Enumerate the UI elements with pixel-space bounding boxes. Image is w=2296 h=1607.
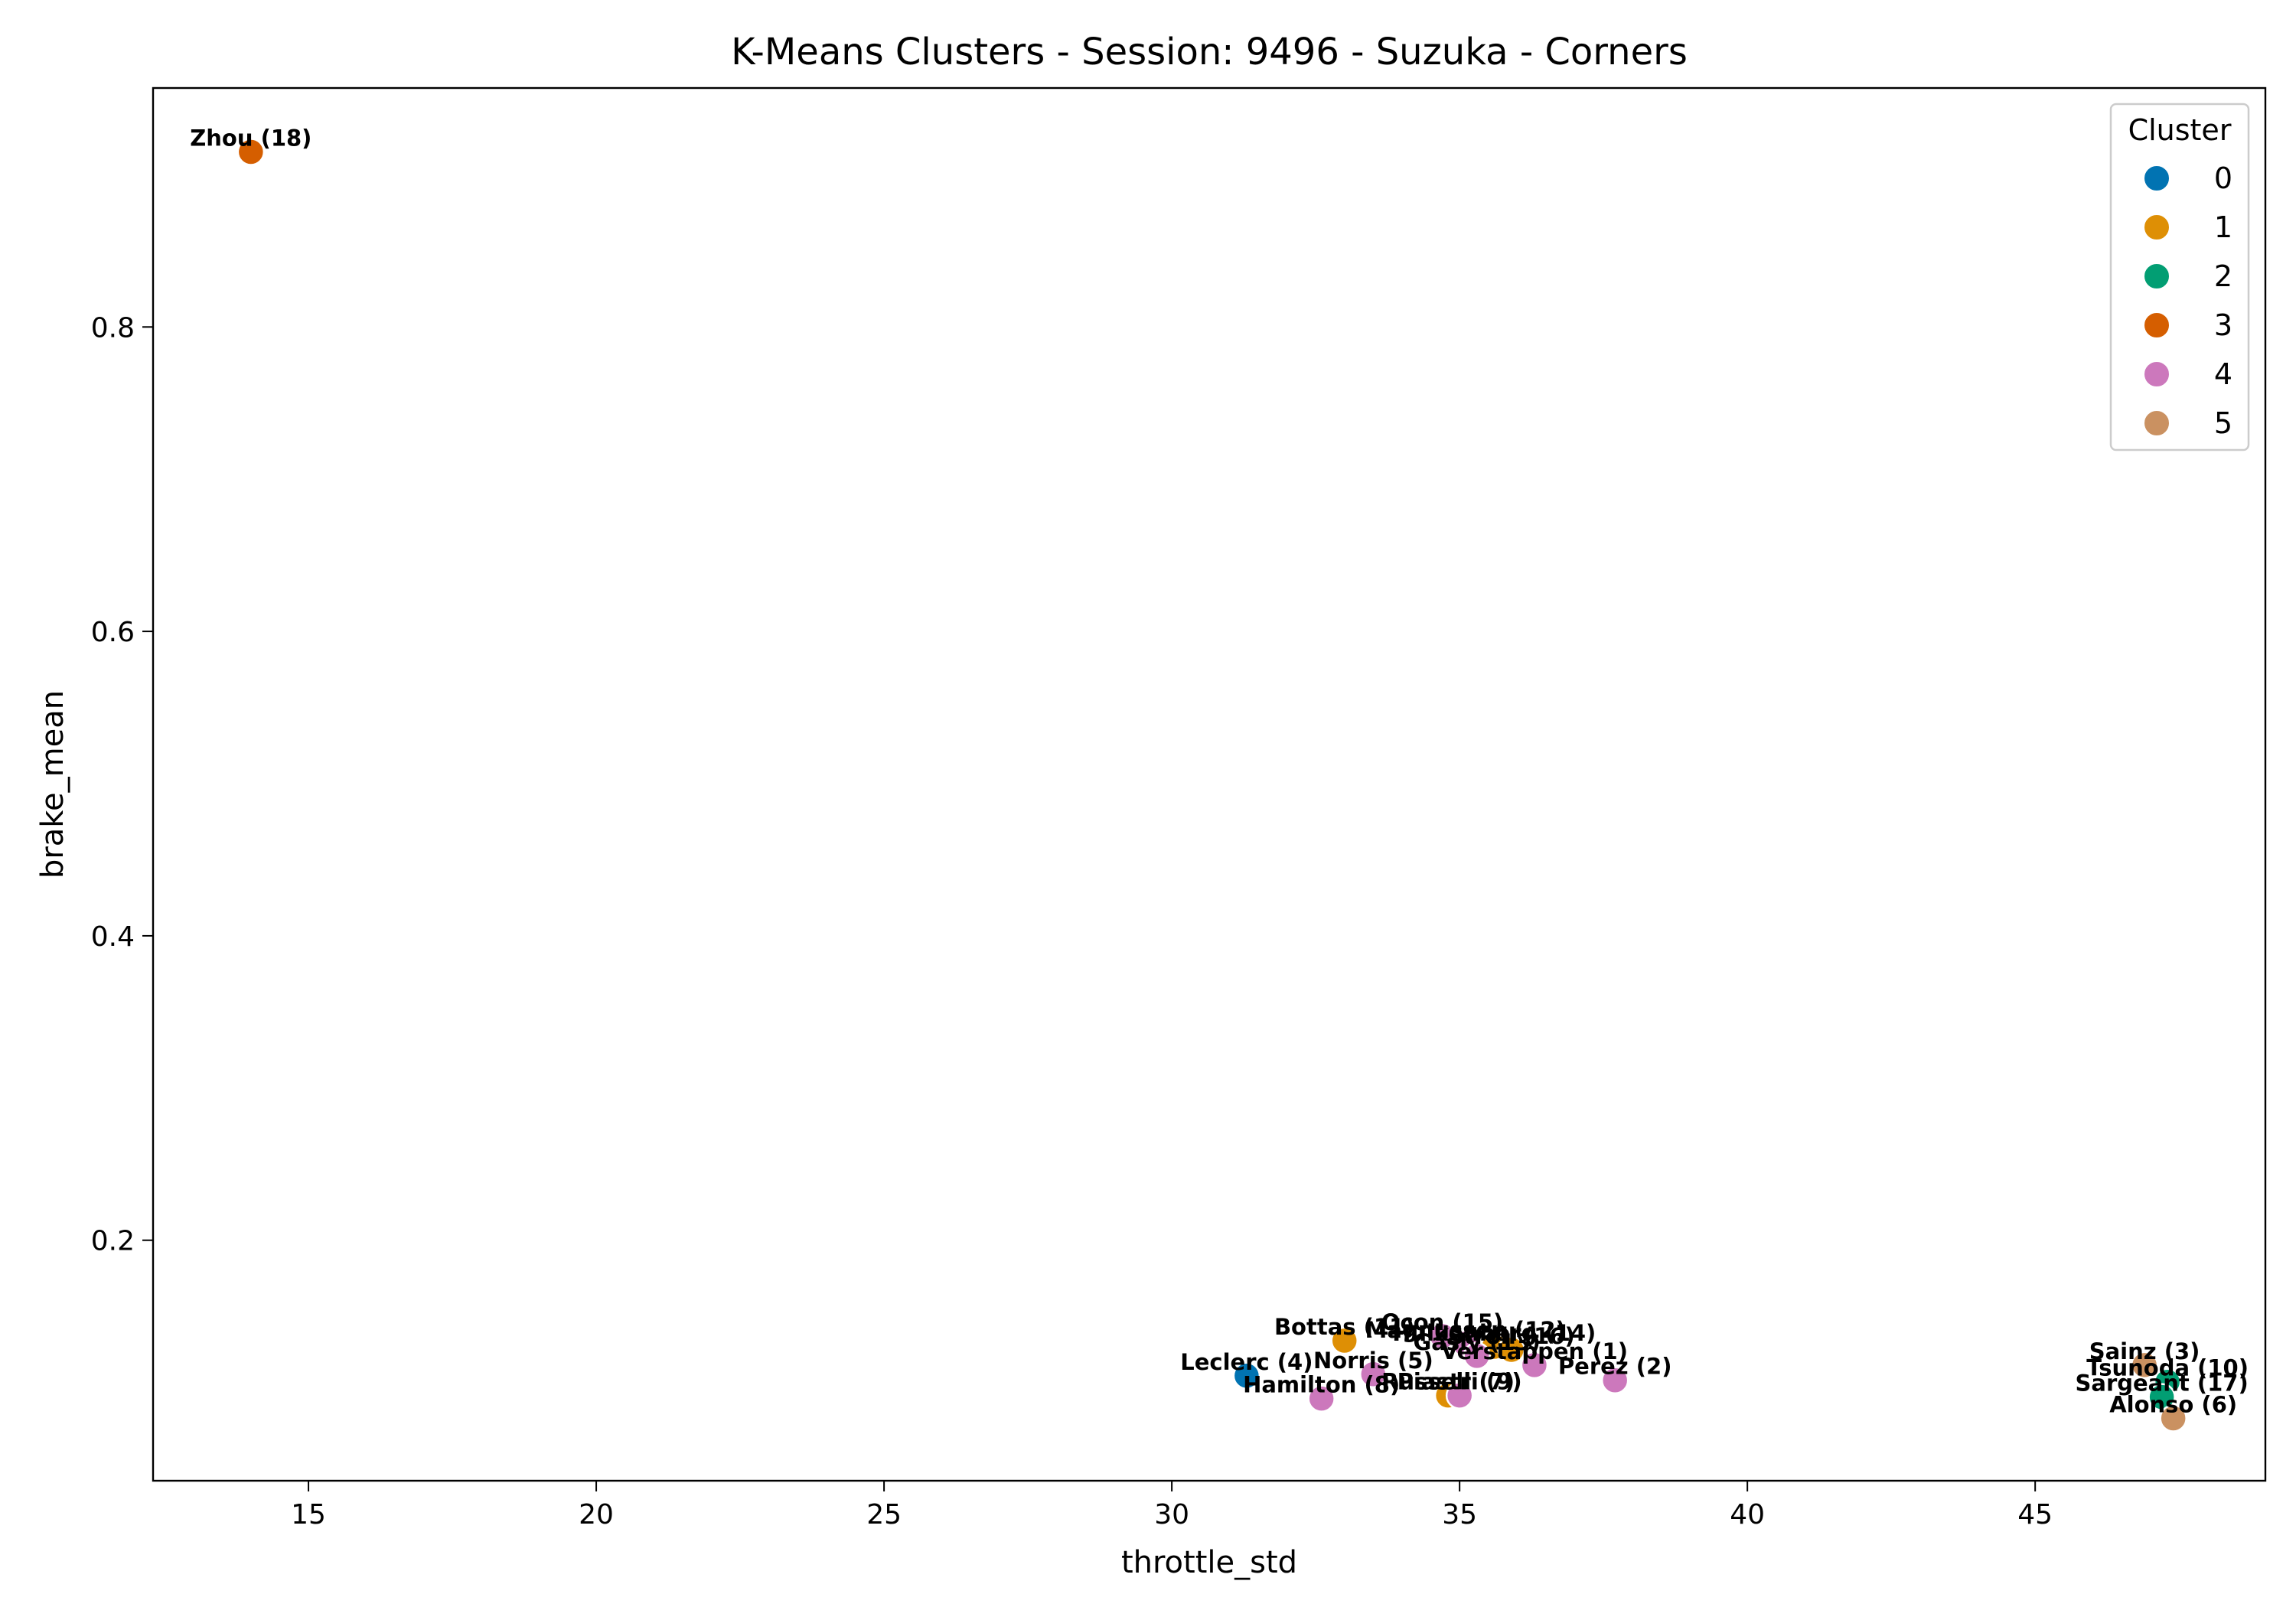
data-point-label: Sainz (3) <box>2089 1338 2200 1364</box>
legend-marker <box>2143 165 2170 192</box>
data-point <box>2148 1383 2176 1411</box>
legend-entry-label: 4 <box>2214 357 2232 391</box>
legend-marker <box>2143 214 2170 241</box>
data-point <box>2159 1404 2187 1433</box>
data-point-label: Alonso (6) <box>2109 1391 2237 1417</box>
y-tick-label: 0.6 <box>91 617 135 648</box>
x-tick-label: 40 <box>1730 1499 1765 1530</box>
data-point <box>1359 1360 1388 1389</box>
data-point <box>1330 1326 1358 1355</box>
data-point-label: Piastri (9) <box>1397 1369 1522 1395</box>
x-tick-label: 35 <box>1442 1499 1477 1530</box>
data-point <box>1600 1366 1629 1394</box>
legend-entry-label: 2 <box>2214 259 2232 293</box>
x-tick-label: 30 <box>1154 1499 1189 1530</box>
data-point-label: Stroll (16) <box>1448 1323 1575 1349</box>
data-point <box>1463 1341 1491 1371</box>
data-point-label: Hulkenberg (14) <box>1392 1320 1596 1346</box>
data-point <box>1520 1351 1549 1380</box>
y-tick-label: 0.4 <box>91 921 135 953</box>
chart-title: K-Means Clusters - Session: 9496 - Suzuk… <box>731 31 1688 73</box>
y-tick-label: 0.2 <box>91 1226 135 1257</box>
x-tick-label: 45 <box>2017 1499 2053 1530</box>
legend-entry-label: 3 <box>2214 308 2232 342</box>
legend-title: Cluster <box>2128 113 2232 147</box>
legend-marker <box>2143 360 2170 388</box>
data-point-label: Leclerc (4) <box>1180 1349 1313 1375</box>
y-tick-label: 0.8 <box>91 312 135 344</box>
legend-entry-label: 0 <box>2214 161 2232 195</box>
data-point-label: Sargeant (17) <box>2076 1371 2249 1397</box>
data-point-label: Gasly (13) <box>1413 1329 1540 1355</box>
y-axis-ticks: 0.2 0.4 0.6 0.8 <box>91 312 153 1257</box>
legend-entry-label: 1 <box>2214 210 2232 244</box>
data-point <box>2130 1351 2159 1380</box>
legend-box <box>2109 103 2250 451</box>
data-points <box>236 138 2187 1433</box>
x-axis-ticks: 15 20 25 30 35 40 45 <box>291 1481 2053 1530</box>
data-point-label: Perez (2) <box>1558 1354 1672 1380</box>
data-point-label: Ocon (15) <box>1381 1309 1503 1335</box>
data-point-label: Magnussen (12) <box>1365 1317 1566 1343</box>
data-point <box>236 138 266 166</box>
y-axis-label: brake_mean <box>35 690 70 878</box>
legend-marker <box>2143 409 2170 437</box>
legend-marker <box>2143 311 2170 339</box>
data-point-label: Bottas (11) <box>1274 1314 1415 1340</box>
data-point-label: Zhou (18) <box>190 125 311 152</box>
legend-entries: 0 1 2 3 4 5 <box>2143 161 2232 440</box>
x-tick-label: 25 <box>866 1499 902 1530</box>
x-tick-label: 15 <box>291 1499 326 1530</box>
legend-marker <box>2143 262 2170 290</box>
legend: Cluster 0 1 2 3 4 5 <box>2109 103 2250 451</box>
data-point <box>1445 1381 1474 1410</box>
point-labels: Zhou (18) Bottas (11)Ocon (15)Magnussen (… <box>190 125 2249 1418</box>
data-point <box>1232 1361 1261 1390</box>
data-point <box>1497 1335 1526 1364</box>
data-point <box>1307 1384 1336 1413</box>
data-point-label: Verstappen (1) <box>1441 1338 1628 1364</box>
data-point-label: Russell (7) <box>1381 1369 1515 1395</box>
x-axis-label: throttle_std <box>1121 1545 1297 1580</box>
plot-frame <box>152 86 2267 1482</box>
legend-entry-label: 5 <box>2214 406 2232 440</box>
data-point-label: Norris (5) <box>1313 1348 1433 1374</box>
data-point-label: Hamilton (8) <box>1243 1372 1400 1398</box>
x-tick-label: 20 <box>579 1499 614 1530</box>
data-point-label: Tsunoda (10) <box>2086 1355 2249 1381</box>
